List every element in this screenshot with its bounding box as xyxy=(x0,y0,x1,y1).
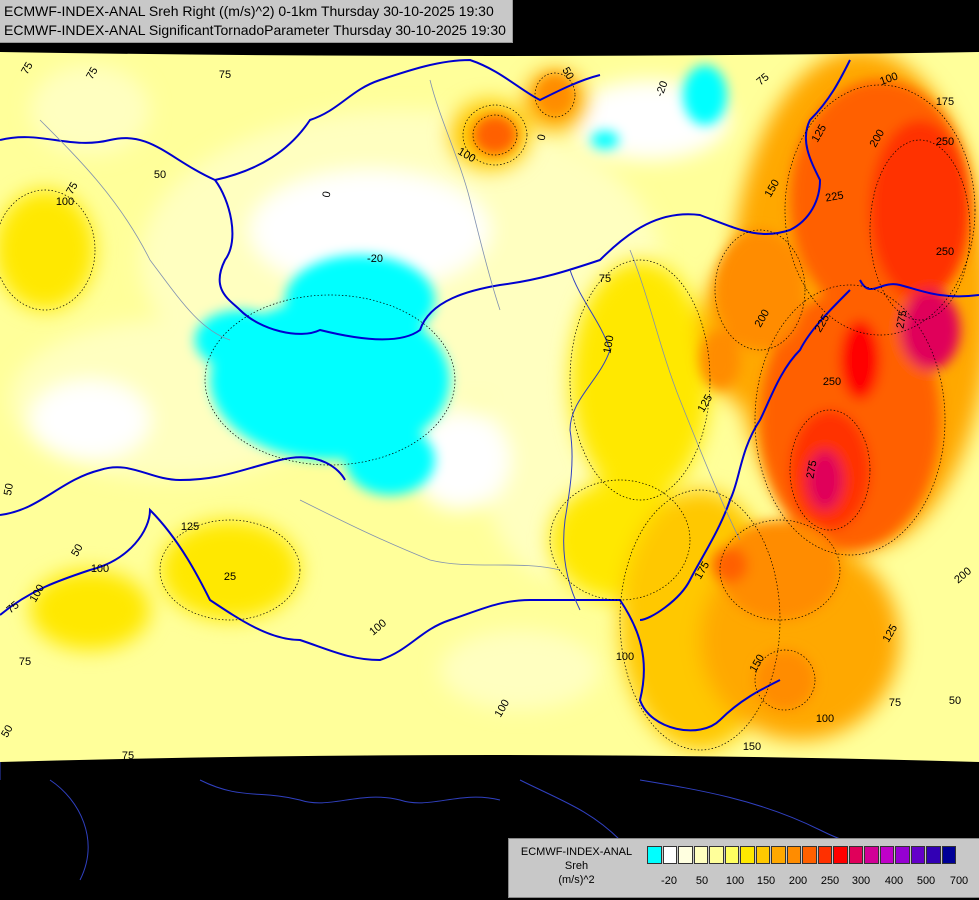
legend-swatch xyxy=(678,846,693,864)
legend-swatch xyxy=(864,846,879,864)
contour-label: 150 xyxy=(743,741,761,753)
contour-label: 0 xyxy=(321,190,334,198)
legend-tick-label: 250 xyxy=(820,875,840,887)
legend-tick-label: 500 xyxy=(916,875,936,887)
contour-label: 100 xyxy=(616,651,634,663)
legend-swatch xyxy=(662,846,677,864)
legend-swatch xyxy=(802,846,817,864)
contour-label: -20 xyxy=(654,79,671,98)
country-borders xyxy=(0,58,979,881)
contour-label: 175 xyxy=(936,96,954,108)
contour-label: 75 xyxy=(599,273,611,285)
legend-tick-label: 700 xyxy=(949,875,969,887)
contour-label: 50 xyxy=(559,65,576,82)
legend-tick-label: 100 xyxy=(725,875,745,887)
legend-swatch xyxy=(879,846,894,864)
legend-tick-label: 150 xyxy=(756,875,776,887)
contour-label: 75 xyxy=(19,60,36,77)
legend-title-line-2: Sreh xyxy=(564,860,589,872)
contour-label: 50 xyxy=(949,695,961,707)
contour-label: 100 xyxy=(816,713,834,725)
legend-swatch xyxy=(895,846,910,864)
header-line-1: ECMWF-INDEX-ANAL Sreh Right ((m/s)^2) 0-… xyxy=(4,3,494,19)
legend-swatch xyxy=(848,846,863,864)
legend-swatches xyxy=(647,846,957,864)
legend-title-line-3: (m/s)^2 xyxy=(558,874,595,886)
legend: ECMWF-INDEX-ANAL Sreh (m/s)^2 -20 50 100 15… xyxy=(508,838,979,898)
legend-swatch xyxy=(693,846,708,864)
contour-label: 100 xyxy=(56,196,74,208)
contour-label: 125 xyxy=(181,521,199,533)
legend-tick-label: 200 xyxy=(788,875,808,887)
legend-swatch xyxy=(910,846,925,864)
legend-swatch xyxy=(740,846,755,864)
contour-label: 25 xyxy=(224,571,236,583)
sreh-field xyxy=(0,52,979,762)
contour-label: 75 xyxy=(219,69,231,81)
contour-label: 100 xyxy=(91,563,109,575)
contour-label: 75 xyxy=(84,65,101,82)
legend-tick-label: -20 xyxy=(661,875,677,887)
legend-title: ECMWF-INDEX-ANAL Sreh (m/s)^2 xyxy=(509,845,644,887)
legend-swatch xyxy=(817,846,832,864)
contour-label: 75 xyxy=(19,656,31,668)
contour-lines xyxy=(0,72,976,751)
legend-swatch xyxy=(647,846,662,864)
header: ECMWF-INDEX-ANAL Sreh Right ((m/s)^2) 0-… xyxy=(0,0,513,43)
legend-swatch xyxy=(926,846,941,864)
contour-label: 250 xyxy=(936,246,954,258)
contour-label: 50 xyxy=(2,482,16,496)
contour-label: 0 xyxy=(536,133,549,141)
contour-label: 50 xyxy=(69,542,86,559)
rivers xyxy=(39,79,741,571)
contour-label: 250 xyxy=(936,136,954,148)
contour-label: 100 xyxy=(878,70,899,88)
legend-tick-label: 300 xyxy=(851,875,871,887)
legend-swatch xyxy=(786,846,801,864)
legend-swatch xyxy=(709,846,724,864)
legend-swatch xyxy=(941,846,956,864)
contour-label: 75 xyxy=(122,750,134,762)
contour-label: 75 xyxy=(889,697,901,709)
header-line-2: ECMWF-INDEX-ANAL SignificantTornadoParam… xyxy=(4,22,506,38)
contour-label: 75 xyxy=(64,180,81,197)
contour-label: 275 xyxy=(805,459,820,479)
legend-swatch xyxy=(833,846,848,864)
legend-swatch xyxy=(771,846,786,864)
legend-tick-label: 50 xyxy=(695,875,709,887)
legend-title-line-1: ECMWF-INDEX-ANAL xyxy=(520,846,633,858)
contour-label: 50 xyxy=(0,723,16,740)
contour-label: 250 xyxy=(823,376,841,388)
contour-label: 50 xyxy=(154,169,166,181)
legend-swatch xyxy=(724,846,739,864)
legend-swatch xyxy=(755,846,770,864)
contour-label: 225 xyxy=(824,190,844,205)
contour-label: 100 xyxy=(602,334,617,354)
contour-label: -20 xyxy=(367,253,383,265)
legend-tick-label: 400 xyxy=(884,875,904,887)
contour-label: 275 xyxy=(895,309,910,329)
legend-tick-labels: -20 50 100 150 200 250 300 400 500 700 xyxy=(647,875,977,889)
